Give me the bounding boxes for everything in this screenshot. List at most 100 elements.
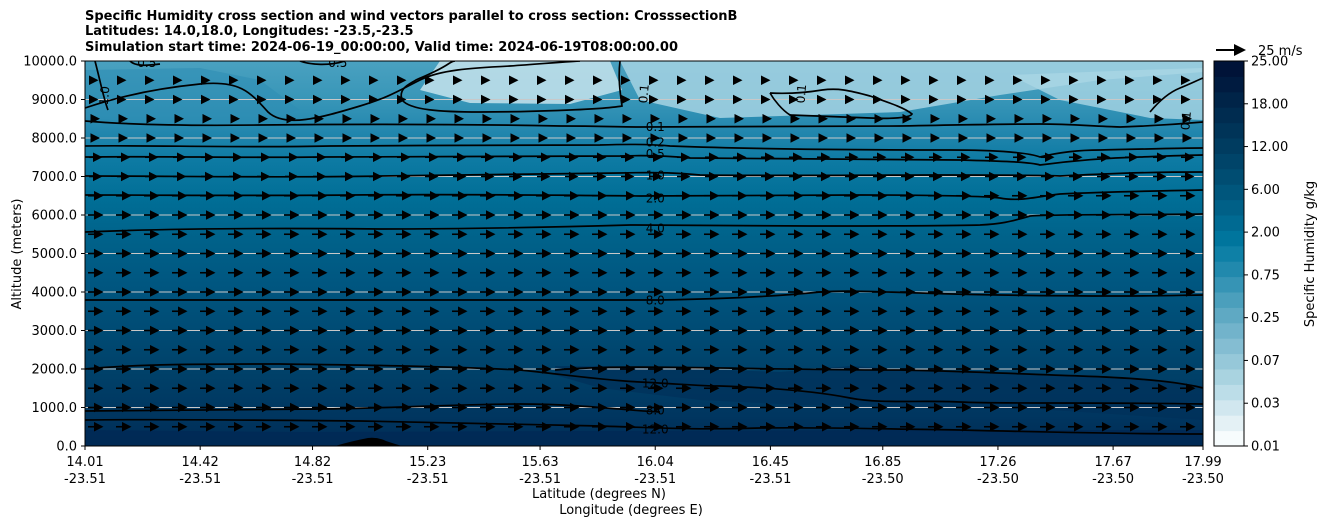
y-tick-label: 3000.0 (32, 324, 78, 339)
colorbar-band (1214, 215, 1244, 231)
colorbar-band (1214, 184, 1244, 201)
x-tick-label-longitude: -23.50 (1092, 472, 1134, 487)
x-tick-label-latitude: 16.04 (637, 455, 674, 470)
x-tick-label-latitude: 14.82 (294, 455, 331, 470)
chart-title-line-1: Specific Humidity cross section and wind… (85, 9, 738, 24)
colorbar-band (1214, 91, 1244, 108)
svg-text:0.1: 0.1 (646, 120, 665, 134)
contour-line-0.1 (85, 120, 1203, 128)
contour-label: 1.0 (646, 168, 665, 182)
colorbar-band (1214, 322, 1244, 339)
colorbar-tick-label: 0.75 (1251, 268, 1280, 283)
colorbar-band (1214, 61, 1244, 77)
colorbar-band (1214, 399, 1244, 416)
contour-line-8.0 (85, 290, 1203, 301)
contour-label: 0.5 (646, 147, 665, 161)
colorbar-frame (1213, 60, 1245, 447)
svg-text:0.5: 0.5 (646, 147, 665, 161)
contour-line-0.1-far-right (1149, 77, 1203, 113)
svg-text:1.0: 1.0 (97, 86, 113, 106)
colorbar-band (1214, 369, 1244, 385)
plot-area: 0.10.20.51.02.04.08.012.08.012.01.00.5 0.… (85, 56, 1203, 446)
contour-label: 12.0 (642, 422, 669, 436)
x-tick-label-longitude: -23.50 (1182, 472, 1224, 487)
x-tick-label-longitude: -23.51 (179, 472, 221, 487)
x-tick-label-latitude: 17.99 (1184, 455, 1221, 470)
dry-region-core (420, 61, 622, 104)
contour-label: 2.0 (646, 191, 665, 205)
contour-label: 1.0 (97, 86, 113, 106)
x-axis: 14.01 -23.51 14.42 -23.51 14.82 -23.51 15.23 -2… (64, 446, 1224, 487)
svg-text:8.0: 8.0 (646, 293, 665, 307)
contour-label: 0.5 (328, 61, 347, 70)
contour-line-0.1-closed (400, 61, 623, 113)
contour-label: 0.1 (646, 120, 665, 134)
contour-line-0.2 (85, 143, 1203, 158)
contour-line-2.0 (85, 189, 1203, 201)
colorbar-tick-label: 12.00 (1251, 140, 1288, 155)
colorbar-band (1214, 138, 1244, 154)
svg-text:0.2: 0.2 (646, 136, 665, 150)
contour-label: 8.0 (646, 293, 665, 307)
svg-text:1.0: 1.0 (646, 168, 665, 182)
colorbar-band (1214, 107, 1244, 124)
contour-label: 8.0 (646, 404, 665, 418)
colorbar-tick-label: 0.01 (1251, 440, 1280, 455)
colorbar-tick-label: 0.25 (1251, 311, 1280, 326)
y-tick-label: 4000.0 (32, 286, 78, 301)
x-tick-label-latitude: 14.01 (66, 455, 103, 470)
contour-label: 4.0 (646, 221, 665, 235)
colorbar-tick-label: 0.07 (1251, 354, 1280, 369)
colorbar-band (1214, 276, 1244, 293)
svg-text:0.1: 0.1 (794, 84, 810, 104)
colorbar-band (1214, 153, 1244, 170)
x-tick-label-latitude: 16.45 (752, 455, 789, 470)
contour-label: 0.1 (794, 84, 810, 104)
svg-text:8.0: 8.0 (646, 404, 665, 418)
y-tick-label: 1000.0 (32, 401, 78, 416)
contour-line-8.0-low (85, 403, 661, 413)
colorbar-tick-label: 25.00 (1251, 55, 1288, 70)
colorbar-band (1214, 415, 1244, 432)
x-tick-label-longitude: -23.51 (407, 472, 449, 487)
contour-line-12.0 (85, 363, 1203, 405)
contour-line-4.0 (85, 213, 1203, 233)
x-tick-label-longitude: -23.51 (634, 472, 676, 487)
svg-text:12.0: 12.0 (642, 422, 669, 436)
x-tick-label-longitude: -23.51 (64, 472, 106, 487)
x-axis-label-latitude: Latitude (degrees N) (532, 487, 666, 502)
moist-region-left (85, 68, 300, 125)
colorbar-band (1214, 76, 1244, 93)
svg-text:0.5: 0.5 (137, 56, 156, 70)
x-tick-label-longitude: -23.50 (977, 472, 1019, 487)
y-tick-label: 8000.0 (32, 132, 78, 147)
contour-line-0.5 (85, 154, 1203, 166)
y-tick-label: 6000.0 (32, 209, 78, 224)
y-axis-label: Altitude (meters) (10, 199, 25, 310)
colorbar-band (1214, 168, 1244, 185)
chart-title-line-3: Simulation start time: 2024-06-19_00:00:… (85, 40, 678, 55)
contour-line-12.0-upper (554, 366, 1203, 389)
contour-label: 0.1 (1178, 111, 1194, 131)
x-tick-label-latitude: 15.63 (521, 455, 558, 470)
svg-text:0.1: 0.1 (636, 84, 652, 104)
colorbar-band (1214, 261, 1244, 278)
wind-vectors (88, 75, 1196, 432)
y-tick-label: 0.0 (56, 440, 77, 455)
y-tick-label: 2000.0 (32, 363, 78, 378)
colorbar-tick-label: 0.03 (1251, 397, 1280, 412)
contour-line-0.5-top (129, 61, 346, 67)
colorbar-band (1214, 245, 1244, 262)
colorbar-band (1214, 353, 1244, 370)
y-tick-label: 5000.0 (32, 247, 78, 262)
wind-key-label: 25 m/s (1258, 44, 1303, 59)
x-tick-label-latitude: 14.42 (182, 455, 219, 470)
colorbar-band (1214, 230, 1244, 247)
x-tick-label-longitude: -23.50 (862, 472, 904, 487)
colorbar: 0.01 0.03 0.07 0.25 0.75 2.00 6.00 12.00 18.00 25… (1213, 55, 1288, 455)
x-tick-label-longitude: -23.51 (749, 472, 791, 487)
colorbar-tick-label: 6.00 (1251, 183, 1280, 198)
svg-text:2.0: 2.0 (646, 191, 665, 205)
contour-line-0.1-upper-left (85, 61, 581, 122)
x-tick-label-latitude: 17.26 (979, 455, 1016, 470)
